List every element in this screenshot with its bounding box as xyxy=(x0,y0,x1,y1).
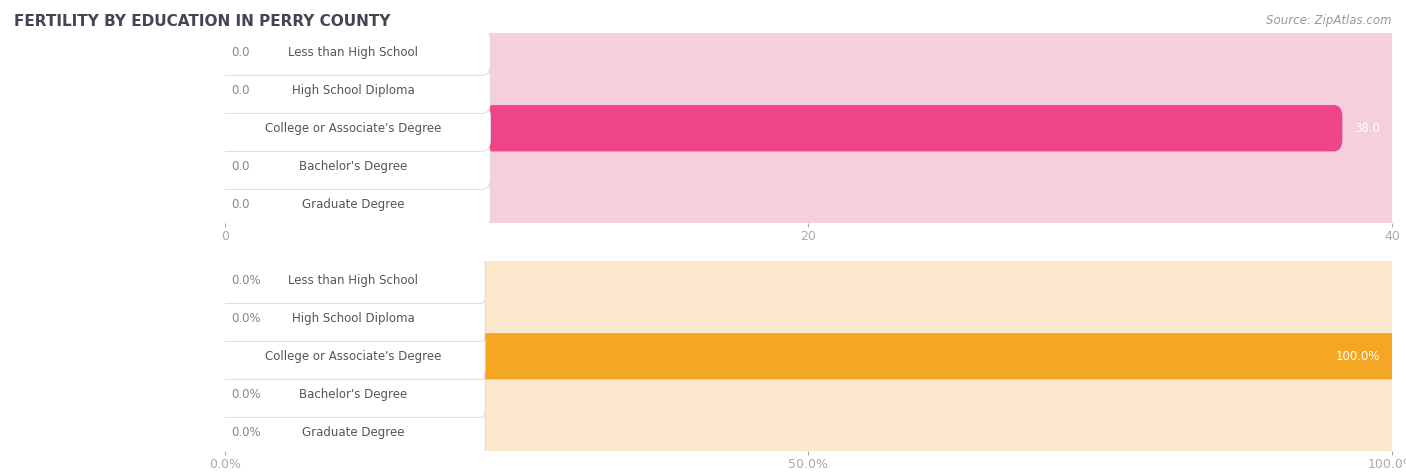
FancyBboxPatch shape xyxy=(217,143,1400,190)
FancyBboxPatch shape xyxy=(222,371,485,418)
Text: 0.0: 0.0 xyxy=(231,84,249,97)
Bar xyxy=(225,299,1392,337)
Bar xyxy=(225,261,1392,299)
Text: 0.0%: 0.0% xyxy=(231,274,260,287)
FancyBboxPatch shape xyxy=(222,333,485,380)
FancyBboxPatch shape xyxy=(217,67,491,114)
FancyBboxPatch shape xyxy=(222,257,1395,304)
Text: Source: ZipAtlas.com: Source: ZipAtlas.com xyxy=(1267,14,1392,27)
Text: Less than High School: Less than High School xyxy=(288,46,419,59)
Text: 0.0: 0.0 xyxy=(231,46,249,59)
FancyBboxPatch shape xyxy=(222,333,1395,380)
Text: 0.0%: 0.0% xyxy=(231,312,260,325)
FancyBboxPatch shape xyxy=(222,295,485,342)
Text: Bachelor's Degree: Bachelor's Degree xyxy=(299,160,408,173)
Bar xyxy=(225,375,1392,413)
FancyBboxPatch shape xyxy=(217,143,491,190)
Text: FERTILITY BY EDUCATION IN PERRY COUNTY: FERTILITY BY EDUCATION IN PERRY COUNTY xyxy=(14,14,391,29)
FancyBboxPatch shape xyxy=(222,409,485,456)
Text: High School Diploma: High School Diploma xyxy=(292,84,415,97)
Text: Less than High School: Less than High School xyxy=(288,274,419,287)
FancyBboxPatch shape xyxy=(217,181,1400,228)
Bar xyxy=(225,337,1392,375)
FancyBboxPatch shape xyxy=(217,105,1400,152)
FancyBboxPatch shape xyxy=(217,29,1400,76)
Text: 0.0%: 0.0% xyxy=(231,426,260,439)
FancyBboxPatch shape xyxy=(217,67,1400,114)
FancyBboxPatch shape xyxy=(222,295,1395,342)
Text: 100.0%: 100.0% xyxy=(1336,350,1381,363)
FancyBboxPatch shape xyxy=(222,333,1395,380)
Text: Graduate Degree: Graduate Degree xyxy=(302,426,405,439)
FancyBboxPatch shape xyxy=(222,371,1395,418)
Text: Bachelor's Degree: Bachelor's Degree xyxy=(299,388,408,401)
Text: College or Associate's Degree: College or Associate's Degree xyxy=(266,350,441,363)
Bar xyxy=(225,185,1392,223)
FancyBboxPatch shape xyxy=(217,29,491,76)
Text: 0.0: 0.0 xyxy=(231,198,249,211)
Bar xyxy=(225,71,1392,109)
Text: High School Diploma: High School Diploma xyxy=(292,312,415,325)
Text: College or Associate's Degree: College or Associate's Degree xyxy=(266,122,441,135)
Bar xyxy=(225,33,1392,71)
FancyBboxPatch shape xyxy=(217,105,1343,152)
FancyBboxPatch shape xyxy=(222,257,485,304)
Text: 38.0: 38.0 xyxy=(1354,122,1381,135)
Bar xyxy=(225,147,1392,185)
Bar xyxy=(225,413,1392,451)
FancyBboxPatch shape xyxy=(222,409,1395,456)
Text: 0.0%: 0.0% xyxy=(231,388,260,401)
Bar xyxy=(225,109,1392,147)
Text: 0.0: 0.0 xyxy=(231,160,249,173)
FancyBboxPatch shape xyxy=(217,105,491,152)
Text: Graduate Degree: Graduate Degree xyxy=(302,198,405,211)
FancyBboxPatch shape xyxy=(217,181,491,228)
